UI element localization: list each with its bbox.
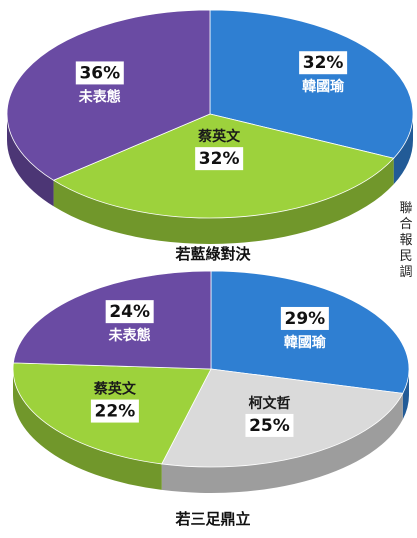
data-label-value: 24% [109, 302, 150, 322]
data-label-name: 韓國瑜 [302, 78, 345, 95]
source-label-text: 聯合報民調 [399, 201, 412, 280]
pie-slice-label: 32% 韓國瑜 [299, 51, 348, 95]
pie-slice-label: 32% 蔡英文 [195, 128, 244, 171]
data-label-name: 柯文哲 [248, 395, 290, 412]
data-label-value: 32% [303, 53, 344, 73]
data-label-box [299, 51, 348, 75]
data-label-box [105, 300, 154, 324]
pie-slice-slice-0 [209, 9, 414, 159]
pie-slice-side-1 [161, 393, 403, 493]
data-label-name: 蔡英文 [93, 381, 137, 398]
data-label-box [195, 147, 244, 171]
pie-slice-side-2 [13, 369, 162, 490]
data-label-value: 36% [79, 63, 120, 83]
data-label-box [280, 306, 329, 330]
pie-chart-three-way: 29% 韓國瑜 25% 柯文哲 22% 蔡英文 24% 未表態 [12, 270, 410, 493]
pie-slice-label: 29% 韓國瑜 [280, 306, 329, 351]
pie-slice-slice-2 [6, 9, 211, 181]
pie-title: 若三足鼎立 [174, 510, 250, 528]
pie-chart-blue-green: 32% 韓國瑜 32% 蔡英文 36% 未表態 [6, 9, 414, 244]
pie-slice-side-0 [393, 114, 413, 185]
pie-slice-label: 36% 未表態 [75, 61, 124, 105]
data-label-box [75, 61, 124, 85]
pie-title: 若藍綠對決 [174, 245, 251, 263]
pie-slice-side-2 [6, 114, 54, 207]
data-label-name: 蔡英文 [197, 128, 241, 145]
pie-slice-label: 24% 未表態 [105, 300, 154, 344]
data-label-box [245, 413, 294, 437]
data-label-box [90, 399, 139, 423]
pie-slice-label: 25% 柯文哲 [245, 395, 294, 437]
pie-side-walls [6, 114, 413, 244]
data-label-value: 25% [249, 416, 290, 436]
data-label-name: 韓國瑜 [284, 334, 327, 351]
pie-slice-label: 22% 蔡英文 [90, 381, 139, 423]
source-label: 聯合報民調 [399, 201, 412, 280]
data-label-value: 32% [199, 149, 240, 169]
data-label-value: 22% [95, 402, 136, 422]
data-label-value: 29% [285, 309, 326, 329]
data-label-name: 未表態 [109, 327, 151, 344]
pie-slice-slice-0 [210, 270, 410, 394]
data-label-name: 未表態 [79, 88, 121, 105]
pie-slice-side-1 [53, 158, 394, 244]
